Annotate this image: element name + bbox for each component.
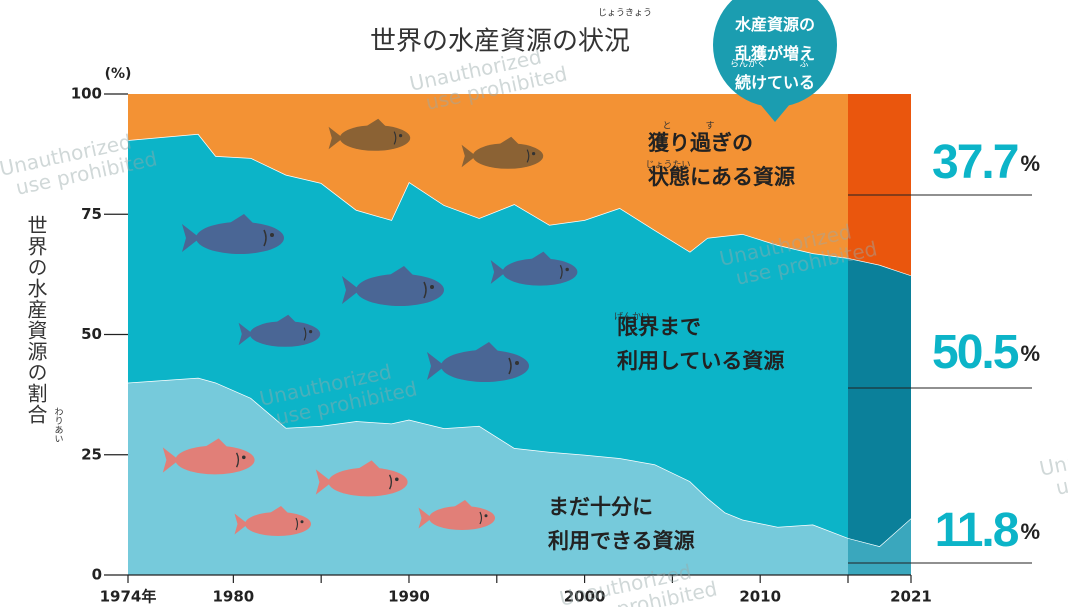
value-label-unit: % — [1020, 341, 1040, 366]
value-label: 50.5% — [932, 326, 1040, 379]
y-tick-label: 50 — [81, 325, 102, 343]
x-tick-label: 1974年 — [100, 588, 157, 606]
value-label-number: 11.8 — [935, 504, 1019, 557]
fish-body — [175, 446, 254, 475]
badge-text: 水産資源の 乱獲が増え 続けている — [715, 10, 835, 97]
fish-eye — [532, 152, 535, 155]
fish-eye — [399, 134, 402, 137]
y-tick-label: 0 — [92, 566, 102, 584]
value-label-unit: % — [1020, 151, 1040, 176]
watermark: Unauthorizeduse prohibited — [1037, 424, 1068, 501]
y-tick-label: 25 — [81, 445, 102, 463]
fish-body — [441, 350, 529, 382]
fish-eye — [485, 514, 488, 517]
fish-body — [250, 321, 320, 347]
page: 世界の水産資源の状況 (%) 世界の水産資源の割合 02550751001974… — [0, 0, 1068, 607]
y-unit: (%) — [105, 66, 132, 82]
value-label: 37.7% — [932, 136, 1040, 189]
fish-body — [328, 468, 407, 497]
fish-body — [473, 143, 543, 169]
series-label: まだ十分に 利用できる資源 — [548, 490, 695, 558]
x-tick-label: 1990 — [388, 588, 430, 606]
fish-body — [245, 512, 311, 536]
fish-body — [356, 274, 444, 306]
fish-body — [196, 222, 284, 254]
series-label: 限界まで 利用している資源 — [617, 310, 784, 378]
y-tick-label: 75 — [81, 205, 102, 223]
fish-body — [503, 258, 578, 285]
furigana: じょうきょう — [598, 8, 652, 19]
x-tick-label: 1980 — [212, 588, 254, 606]
fish-eye — [566, 268, 569, 271]
fish-eye — [242, 456, 246, 460]
fish-eye — [395, 478, 399, 482]
fish-eye — [309, 330, 312, 333]
x-tick-label: 2010 — [739, 588, 781, 606]
chart: 世界の水産資源の状況 (%) 世界の水産資源の割合 02550751001974… — [0, 0, 1068, 607]
value-label-unit: % — [1020, 519, 1040, 544]
fish-body — [340, 125, 410, 151]
y-tick-label: 100 — [71, 85, 102, 103]
series-label: 獲り過ぎの 状態にある資源 — [648, 126, 795, 194]
fish-eye — [430, 285, 434, 289]
value-label-number: 50.5 — [932, 326, 1019, 379]
fish-eye — [301, 520, 304, 523]
value-label-number: 37.7 — [932, 136, 1018, 189]
value-label: 11.8% — [935, 504, 1040, 557]
fish-body — [429, 506, 495, 530]
x-tick-label: 2021 — [890, 588, 932, 606]
fish-eye — [270, 233, 274, 237]
y-axis-label: 世界の水産資源の割合 — [24, 215, 48, 425]
fish-eye — [515, 361, 519, 365]
furigana: わりあい — [53, 407, 64, 443]
